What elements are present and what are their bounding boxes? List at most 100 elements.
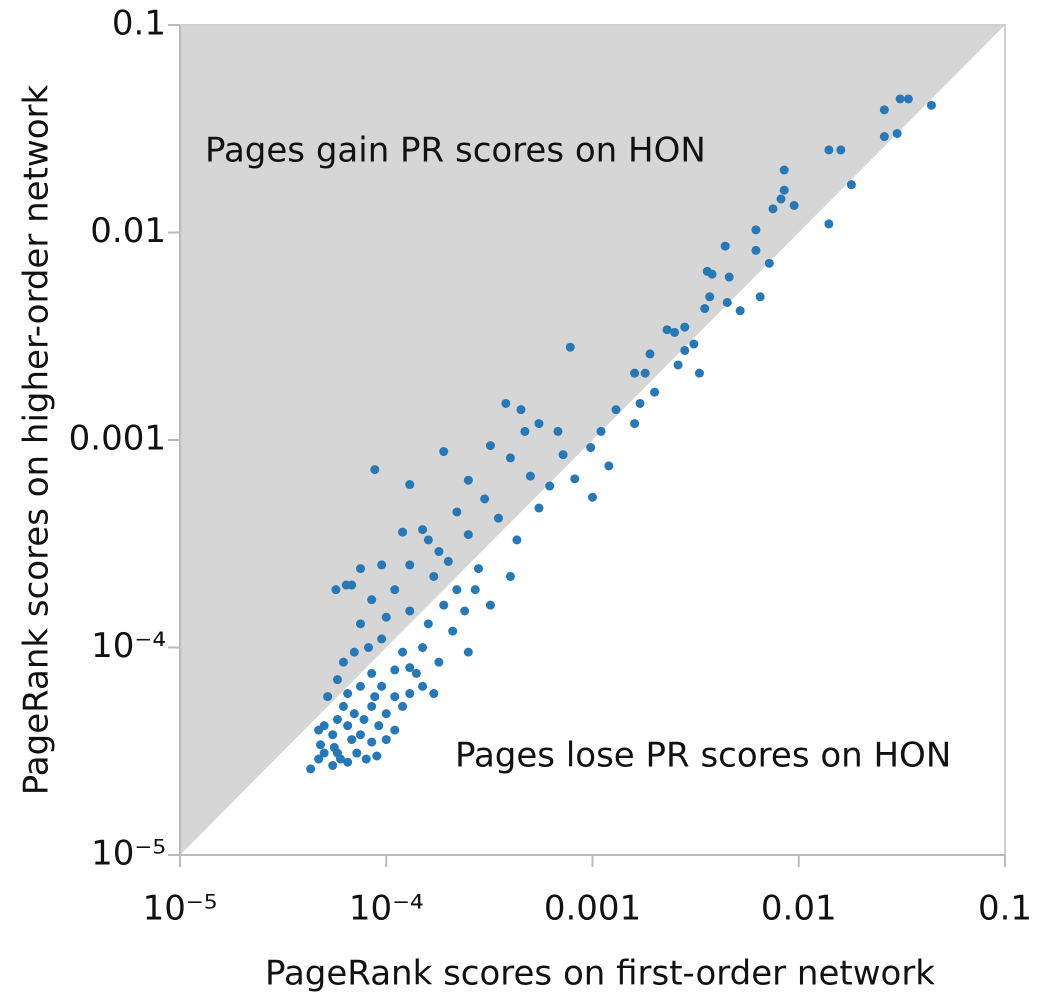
- point: [331, 585, 341, 595]
- x-tick-label: 10⁻⁴: [349, 889, 424, 929]
- point: [480, 494, 490, 504]
- point: [338, 701, 348, 711]
- point: [926, 100, 936, 110]
- point: [359, 714, 369, 724]
- point: [707, 269, 717, 279]
- point: [319, 748, 329, 758]
- point: [355, 564, 365, 574]
- point: [381, 735, 391, 745]
- point: [377, 560, 387, 570]
- point: [735, 306, 745, 316]
- point: [429, 689, 439, 699]
- point: [768, 204, 778, 214]
- point: [630, 368, 640, 378]
- point: [611, 405, 621, 415]
- point: [836, 145, 846, 155]
- x-tick-label: 0.1: [978, 889, 1032, 929]
- point: [473, 564, 483, 574]
- point: [381, 612, 391, 622]
- point: [448, 626, 458, 636]
- point: [452, 507, 462, 517]
- point: [789, 200, 799, 210]
- point: [505, 571, 515, 581]
- point: [398, 701, 408, 711]
- point: [470, 585, 480, 595]
- point: [505, 453, 515, 463]
- point: [588, 492, 597, 502]
- point: [343, 689, 353, 699]
- point: [694, 368, 704, 378]
- point: [463, 647, 473, 657]
- point: [630, 419, 640, 429]
- point: [460, 606, 470, 616]
- point: [545, 481, 555, 491]
- point: [553, 426, 563, 436]
- annotation: Pages lose PR scores on HON: [455, 736, 951, 776]
- point: [370, 465, 380, 475]
- point: [352, 748, 362, 758]
- point: [377, 681, 387, 691]
- point: [520, 426, 530, 436]
- point: [516, 405, 526, 415]
- point: [879, 132, 889, 142]
- point: [724, 272, 734, 282]
- point: [418, 643, 428, 652]
- point: [398, 647, 408, 657]
- point: [390, 585, 400, 595]
- point: [443, 556, 453, 566]
- x-axis-label: PageRank scores on first-order network: [265, 954, 935, 994]
- point: [586, 443, 596, 453]
- point: [332, 748, 342, 758]
- point: [720, 241, 730, 251]
- point: [343, 757, 353, 767]
- point: [390, 725, 400, 735]
- point: [370, 692, 380, 702]
- point: [824, 145, 834, 155]
- point: [439, 600, 449, 610]
- point: [751, 245, 761, 255]
- point: [662, 325, 672, 335]
- point: [316, 740, 326, 750]
- point: [355, 619, 365, 629]
- point: [390, 692, 400, 702]
- point: [434, 657, 444, 667]
- point: [405, 663, 415, 673]
- point: [398, 527, 408, 537]
- point: [463, 530, 473, 540]
- point: [895, 94, 905, 104]
- point: [418, 525, 428, 535]
- point: [452, 585, 462, 595]
- y-tick-label: 0.1: [112, 4, 166, 44]
- point: [635, 398, 645, 408]
- point: [405, 480, 415, 490]
- annotation: Pages gain PR scores on HON: [205, 131, 706, 171]
- point: [705, 292, 715, 302]
- point: [338, 657, 348, 667]
- point: [565, 342, 575, 352]
- point: [485, 441, 495, 451]
- y-tick-label: 0.001: [69, 419, 166, 459]
- x-tick-label: 10⁻⁵: [143, 889, 218, 929]
- point: [439, 447, 449, 457]
- point: [650, 387, 660, 397]
- point: [558, 450, 568, 460]
- point: [314, 725, 324, 735]
- point: [680, 322, 690, 332]
- y-axis-label: PageRank scores on higher-order network: [17, 84, 57, 795]
- point: [824, 219, 834, 229]
- point: [776, 194, 786, 204]
- point: [779, 185, 789, 195]
- point: [879, 105, 889, 115]
- point: [306, 764, 316, 774]
- point: [645, 349, 655, 359]
- point: [363, 643, 373, 652]
- y-tick-label: 10⁻⁵: [91, 834, 166, 874]
- point: [525, 471, 535, 481]
- point: [700, 304, 710, 314]
- point: [892, 128, 902, 138]
- point: [377, 634, 387, 644]
- point: [361, 754, 371, 764]
- point: [423, 535, 433, 545]
- point: [349, 647, 359, 657]
- point: [673, 360, 683, 370]
